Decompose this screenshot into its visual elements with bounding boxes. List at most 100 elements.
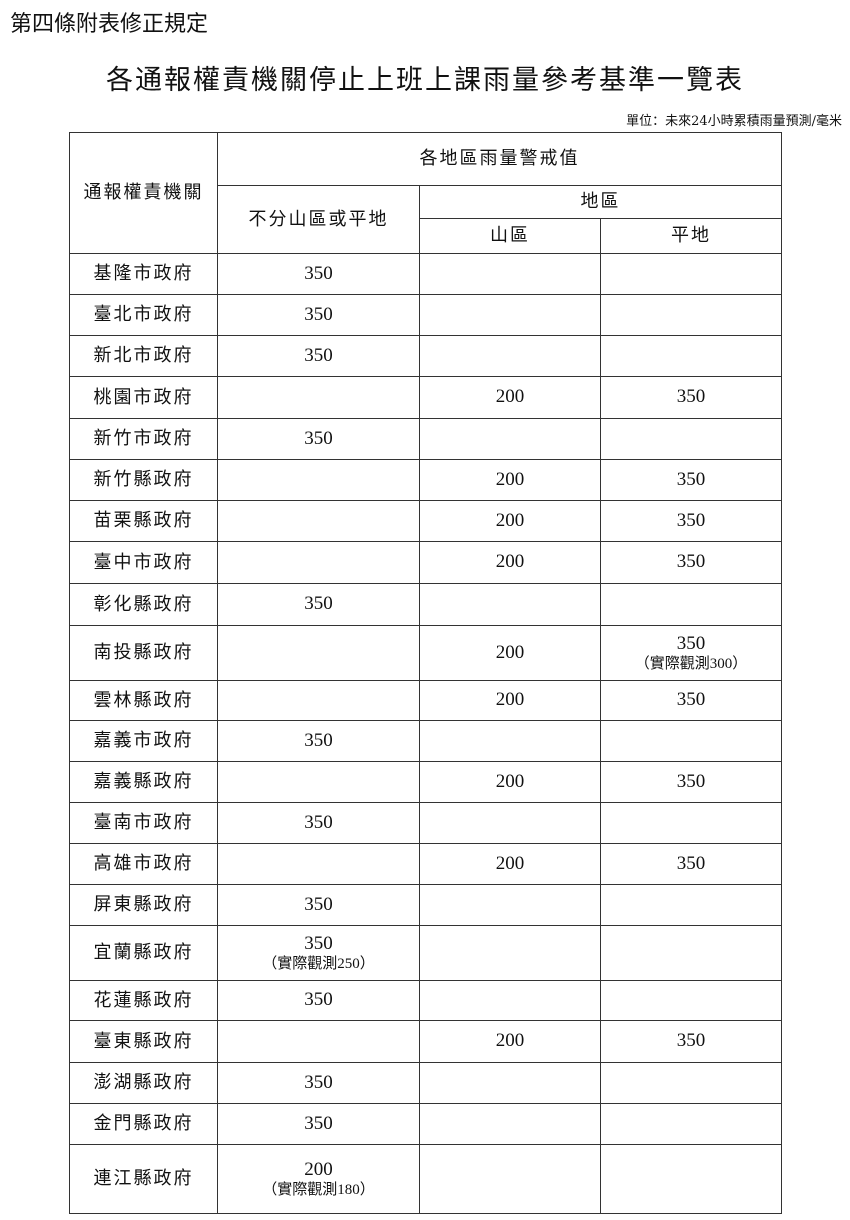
mountain-cell: 200 (419, 541, 601, 584)
plain-cell (599, 980, 783, 1021)
agency-cell: 桃園市政府 (69, 376, 218, 419)
mountain-cell-value: 200 (495, 689, 525, 711)
agency-cell-value: 連江縣政府 (93, 1168, 194, 1190)
undivided-cell (217, 843, 420, 885)
plain-cell (599, 1103, 783, 1145)
plain-cell: 350 (599, 680, 783, 721)
agency-cell: 彰化縣政府 (69, 583, 218, 626)
mountain-cell-value: 200 (495, 641, 525, 663)
table-row: 宜蘭縣政府 350 （實際觀測250） (69, 925, 783, 981)
undivided-cell-value: 200 (304, 1158, 333, 1180)
plain-cell: 350 (599, 376, 783, 419)
mountain-cell (419, 253, 601, 295)
mountain-cell (419, 1103, 601, 1145)
agency-cell: 臺南市政府 (69, 802, 218, 844)
plain-cell: 350 (599, 500, 783, 542)
plain-cell: 350 (599, 541, 783, 584)
agency-cell: 花蓮縣政府 (69, 980, 218, 1021)
mountain-cell (419, 335, 601, 377)
table-row: 雲林縣政府 200 350 (69, 680, 783, 721)
plain-cell (599, 1144, 783, 1214)
document-heading: 第四條附表修正規定 (10, 12, 209, 37)
undivided-cell: 350 (217, 980, 420, 1021)
agency-cell: 苗栗縣政府 (69, 500, 218, 542)
table-row: 花蓮縣政府 350 (69, 980, 783, 1021)
agency-cell-value: 新竹縣政府 (93, 469, 194, 491)
undivided-cell-value: 350 (304, 1071, 333, 1093)
table-row: 臺南市政府 350 (69, 802, 783, 844)
undivided-cell (217, 625, 420, 681)
mountain-cell (419, 884, 601, 926)
agency-cell: 雲林縣政府 (69, 680, 218, 721)
agency-cell-value: 臺北市政府 (93, 304, 194, 326)
agency-cell-value: 雲林縣政府 (93, 689, 194, 711)
mountain-cell-value: 200 (495, 770, 525, 792)
agency-cell-value: 新北市政府 (93, 345, 194, 367)
agency-cell-value: 高雄市政府 (93, 853, 194, 875)
plain-cell: 350 (599, 761, 783, 803)
mountain-cell (419, 583, 601, 626)
mountain-cell: 200 (419, 376, 601, 419)
undivided-cell (217, 459, 420, 501)
rainfall-threshold-table: 通報權責機關 各地區雨量警戒值 不分山區或平地 地區 山區 平地 基隆市政府 35… (69, 132, 783, 1214)
mountain-cell (419, 980, 601, 1021)
table-row: 新北市政府 350 (69, 335, 783, 377)
plain-cell-value: 350 (676, 1030, 706, 1052)
table-row: 南投縣政府 200 350 （實際觀測300） (69, 625, 783, 681)
agency-cell-value: 南投縣政府 (93, 642, 194, 664)
agency-cell: 臺東縣政府 (69, 1020, 218, 1063)
header-undivided: 不分山區或平地 (217, 185, 420, 254)
agency-cell-value: 臺中市政府 (93, 551, 194, 573)
table-row: 新竹縣政府 200 350 (69, 459, 783, 501)
undivided-cell-value: 350 (304, 932, 333, 954)
undivided-cell-value: 350 (304, 427, 333, 449)
agency-cell: 新竹縣政府 (69, 459, 218, 501)
undivided-cell (217, 761, 420, 803)
undivided-cell (217, 680, 420, 721)
mountain-cell: 200 (419, 459, 601, 501)
undivided-cell (217, 541, 420, 584)
agency-cell: 新竹市政府 (69, 418, 218, 460)
agency-cell-value: 屏東縣政府 (93, 894, 194, 916)
undivided-cell: 350 (217, 802, 420, 844)
undivided-cell-value: 350 (304, 729, 333, 751)
mountain-cell (419, 802, 601, 844)
table-row: 高雄市政府 200 350 (69, 843, 783, 885)
agency-cell: 嘉義市政府 (69, 720, 218, 762)
agency-cell: 連江縣政府 (69, 1144, 218, 1214)
undivided-cell-value: 350 (304, 893, 333, 915)
mountain-cell: 200 (419, 761, 601, 803)
agency-cell-value: 臺東縣政府 (93, 1030, 194, 1052)
agency-cell: 臺北市政府 (69, 294, 218, 336)
mountain-cell (419, 720, 601, 762)
undivided-cell (217, 1020, 420, 1063)
mountain-cell (419, 294, 601, 336)
table-row: 嘉義縣政府 200 350 (69, 761, 783, 803)
undivided-cell: 350 (217, 294, 420, 336)
mountain-cell: 200 (419, 680, 601, 721)
plain-cell: 350 (599, 459, 783, 501)
undivided-cell: 350 （實際觀測250） (217, 925, 420, 981)
agency-cell: 高雄市政府 (69, 843, 218, 885)
agency-cell-value: 新竹市政府 (93, 428, 194, 450)
plain-cell (599, 294, 783, 336)
plain-cell (599, 802, 783, 844)
undivided-cell-value: 350 (304, 593, 333, 615)
agency-cell-value: 苗栗縣政府 (93, 510, 194, 532)
plain-cell: 350 （實際觀測300） (599, 625, 783, 681)
table-row: 連江縣政府 200 （實際觀測180） (69, 1144, 783, 1214)
agency-cell: 臺中市政府 (69, 541, 218, 584)
agency-cell: 新北市政府 (69, 335, 218, 377)
agency-cell-value: 基隆市政府 (93, 263, 194, 285)
plain-cell: 350 (599, 843, 783, 885)
undivided-cell-value: 350 (304, 989, 333, 1011)
plain-cell (599, 253, 783, 295)
undivided-cell: 200 （實際觀測180） (217, 1144, 420, 1214)
undivided-cell: 350 (217, 884, 420, 926)
agency-cell-value: 臺南市政府 (93, 812, 194, 834)
mountain-cell: 200 (419, 625, 601, 681)
agency-cell: 宜蘭縣政府 (69, 925, 218, 981)
plain-cell-value: 350 (676, 551, 706, 573)
mountain-cell (419, 1062, 601, 1104)
mountain-cell-value: 200 (495, 551, 525, 573)
